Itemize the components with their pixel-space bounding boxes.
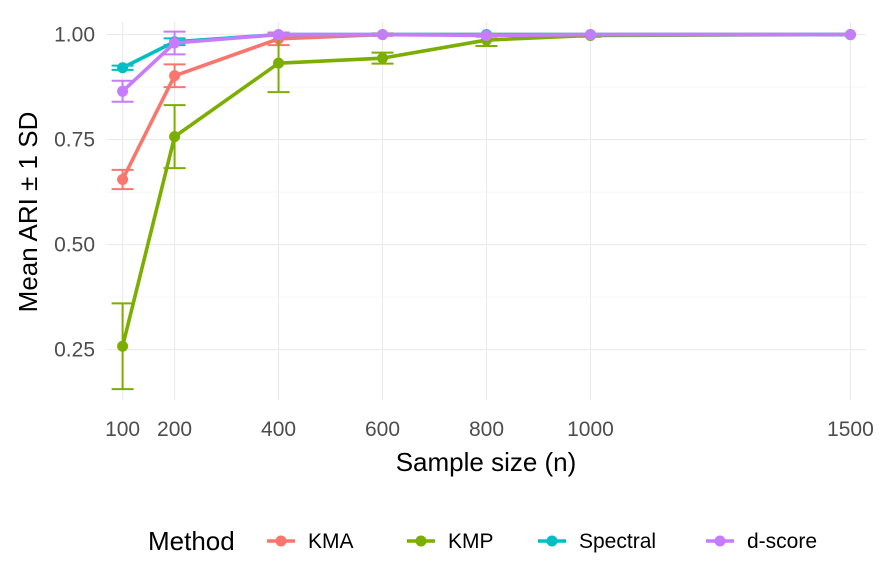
x-tick-label: 600 [365,418,400,441]
legend-item-kma: KMA [267,530,354,553]
series-d-score [111,29,856,103]
x-tick-label: 200 [157,418,192,441]
legend-label: d-score [747,530,817,553]
data-point [117,174,129,185]
y-tick-label: 0.50 [54,234,95,257]
legend-title: Method [148,526,235,556]
data-point [117,62,129,74]
data-point [117,85,129,97]
x-tick-label: 800 [469,418,504,441]
data-point [273,57,285,69]
y-axis-title: Mean ARI ± 1 SD [13,112,43,313]
y-axis-tick-labels: 0.25 0.50 0.75 1.00 [54,24,95,362]
legend-item-kmp: KMP [407,530,494,553]
legend-label: KMP [448,530,494,553]
series-kmp [111,29,856,391]
x-tick-label: 1500 [827,418,874,441]
data-point [377,29,389,41]
series-kma [111,29,856,191]
data-point [169,37,181,49]
plot-series [111,29,856,391]
legend: Method KMA KMP Spectral d-score [148,526,817,556]
data-point [169,70,181,82]
x-axis-title: Sample size (n) [396,447,577,477]
data-point [481,29,492,41]
y-tick-label: 0.75 [54,129,95,152]
data-point [377,52,389,64]
data-point [169,131,181,143]
x-tick-label: 1000 [567,418,614,441]
legend-key-point [275,535,287,547]
legend-label: Spectral [579,530,656,553]
x-tick-label: 100 [105,418,140,441]
x-tick-label: 400 [261,418,296,441]
data-point [844,29,856,41]
data-point [273,29,285,41]
legend-item-spectral: Spectral [538,530,656,553]
y-tick-label: 0.25 [54,339,95,362]
y-tick-label: 1.00 [54,24,95,47]
legend-key-point [714,535,726,547]
legend-label: KMA [308,530,354,553]
legend-key-point [546,535,558,547]
legend-key-point [415,535,427,547]
legend-items: KMA KMP Spectral d-score [267,530,817,553]
x-axis-tick-labels: 100 200 400 600 800 1000 1500 [105,418,874,441]
data-point [584,29,596,41]
grid-lines [107,22,866,400]
data-point [117,340,129,352]
legend-item-d-score: d-score [706,530,817,553]
